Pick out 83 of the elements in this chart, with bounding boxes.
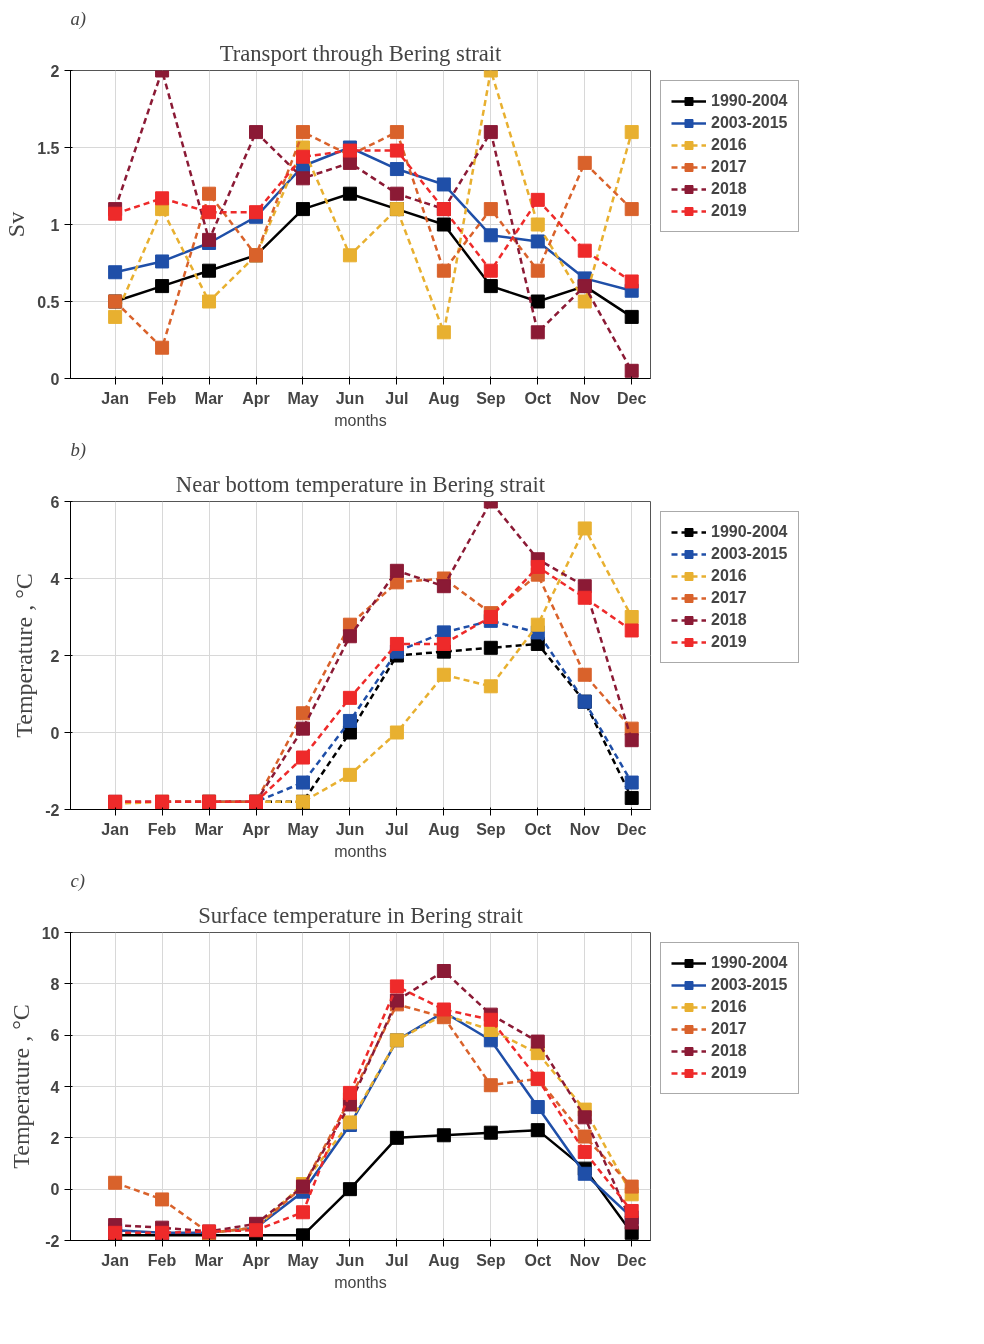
y-tick-label: -2	[45, 801, 60, 819]
y-tick-label: 0.5	[37, 293, 60, 311]
x-tick-label: Mar	[194, 1251, 224, 1269]
x-tick-label: Nov	[569, 1251, 600, 1269]
x-tick-label: Jan	[101, 389, 129, 407]
x-tick-label: Jan	[101, 1251, 129, 1269]
y-tick-label: 2	[50, 1129, 60, 1147]
x-tick-label: Dec	[617, 389, 647, 407]
x-axis-title: months	[334, 842, 387, 860]
x-tick-label: Sep	[476, 1251, 506, 1269]
legend-label: 2017	[711, 158, 747, 176]
y-tick-label: 4	[50, 1078, 60, 1096]
y-tick-label: 0	[50, 724, 60, 742]
x-tick-label: Apr	[242, 820, 270, 838]
y-tick-label: 0	[50, 1181, 60, 1199]
legend-label: 2003-2015	[711, 114, 788, 132]
y-axis-title: Temperature , °C	[11, 573, 38, 738]
y-tick-label: 2	[50, 62, 60, 80]
y-tick-label: 8	[50, 975, 60, 993]
x-tick-label: May	[287, 389, 319, 407]
legend-label: 2019	[711, 202, 747, 220]
x-tick-label: Jun	[335, 820, 365, 838]
y-tick-label: 0	[50, 370, 60, 388]
x-tick-label: Jul	[385, 1251, 409, 1269]
legend-label: 2016	[711, 998, 747, 1016]
x-tick-label: Jan	[101, 820, 129, 838]
x-axis-title: months	[334, 1273, 387, 1291]
y-tick-label: 6	[50, 493, 60, 511]
y-tick-label: 10	[41, 924, 60, 942]
x-tick-label: Apr	[242, 1251, 270, 1269]
x-tick-label: Aug	[428, 820, 460, 838]
x-tick-label: Aug	[428, 1251, 460, 1269]
y-tick-label: 1.5	[37, 139, 60, 157]
x-tick-label: May	[287, 1251, 319, 1269]
x-tick-label: Jun	[335, 389, 365, 407]
y-tick-label: -2	[45, 1232, 60, 1250]
y-tick-label: 2	[50, 647, 60, 665]
y-tick-label: 6	[50, 1027, 60, 1045]
x-tick-label: Nov	[569, 820, 600, 838]
legend-label: 2018	[711, 611, 747, 629]
legend-label: 2016	[711, 567, 747, 585]
x-tick-label: Feb	[147, 1251, 177, 1269]
legend-label: 2016	[711, 136, 747, 154]
chart-title: Surface temperature in Bering strait	[198, 902, 524, 928]
legend-label: 2019	[711, 1064, 747, 1082]
x-tick-label: Dec	[617, 1251, 647, 1269]
x-tick-label: Mar	[194, 820, 224, 838]
legend-label: 2003-2015	[711, 545, 788, 563]
x-tick-label: Jul	[385, 820, 409, 838]
text: c)	[70, 869, 85, 892]
y-axis-title: Sv	[3, 211, 30, 238]
x-tick-label: Dec	[617, 820, 647, 838]
x-tick-label: Apr	[242, 389, 270, 407]
x-tick-label: Oct	[524, 1251, 552, 1269]
x-tick-label: Nov	[569, 389, 600, 407]
x-tick-label: May	[287, 820, 319, 838]
x-tick-label: Oct	[524, 389, 552, 407]
legend-label: 1990-2004	[711, 523, 788, 541]
x-tick-label: Sep	[476, 389, 506, 407]
chart-title: Transport through Bering strait	[219, 40, 503, 66]
y-tick-label: 1	[50, 216, 60, 234]
x-axis-title: months	[334, 411, 387, 429]
legend-label: 1990-2004	[711, 92, 788, 110]
y-tick-label: 4	[50, 570, 60, 588]
x-tick-label: Oct	[524, 820, 552, 838]
legend-label: 2018	[711, 180, 747, 198]
chart-title: Near bottom temperature in Bering strait	[175, 471, 546, 497]
legend-label: 2018	[711, 1042, 747, 1060]
x-tick-label: Feb	[147, 820, 177, 838]
text: a)	[70, 7, 87, 30]
x-tick-label: Jun	[335, 1251, 365, 1269]
y-axis-title: Temperature , °C	[7, 1004, 34, 1169]
legend-label: 2017	[711, 1020, 747, 1038]
text: b)	[70, 438, 87, 461]
legend-label: 2003-2015	[711, 976, 788, 994]
legend-label: 2019	[711, 633, 747, 651]
x-tick-label: Aug	[428, 389, 460, 407]
x-tick-label: Mar	[194, 389, 224, 407]
x-tick-label: Sep	[476, 820, 506, 838]
legend-label: 1990-2004	[711, 954, 788, 972]
x-tick-label: Jul	[385, 389, 409, 407]
legend-label: 2017	[711, 589, 747, 607]
x-tick-label: Feb	[147, 389, 177, 407]
